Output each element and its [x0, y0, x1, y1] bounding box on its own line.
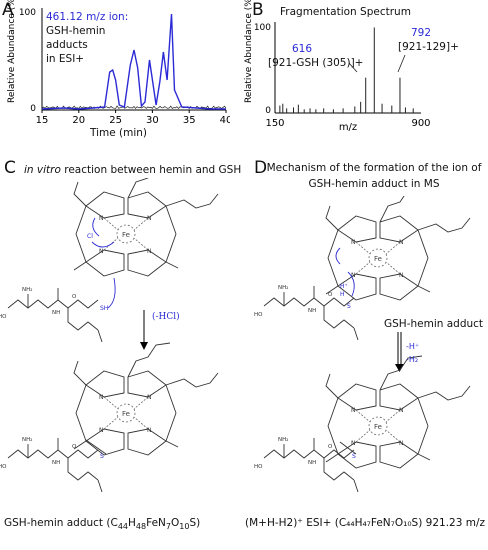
panel-a-ylabel: Relative Abundance (%) [7, 0, 17, 103]
panel-d-ion-gsh [253, 436, 359, 493]
panel-a-xtick-label: 30 [146, 115, 159, 125]
svg-text:S: S [347, 303, 351, 310]
panel-c-reagent: (-HCl) [152, 312, 180, 322]
svg-text:S: S [352, 453, 356, 460]
panel-a-ytick-top: 100 [19, 8, 36, 18]
panel-d-reagent-top: -H⁺ [406, 342, 420, 351]
panel-d-adduct-label: GSH-hemin adduct [384, 318, 484, 330]
panel-a-legend-line4: in ESI+ [46, 53, 85, 65]
panel-a-ytick-bottom: 0 [30, 104, 36, 114]
panel-b-xtick-150: 150 [265, 118, 284, 129]
ms-spectrum-chart: Relative Abundance (%) 100 0 150 900 m/z [244, 0, 431, 133]
svg-text:Cl: Cl [87, 233, 93, 240]
panel-b-ytick-top: 100 [254, 23, 271, 33]
panel-a-xtick-label: 40 [220, 115, 230, 125]
panel-b-title: Fragmentation Spectrum [280, 6, 411, 18]
panel-c-attack-arrow [107, 277, 116, 309]
panel-b-annotation-792-arrow [397, 54, 406, 73]
panel-d-title: Mechanism of the formation of the ion of… [262, 160, 486, 192]
panel-c-adduct-gsh [0, 436, 103, 493]
panel-b-annotation-616-value: 616 [292, 43, 313, 55]
panel-d-ion-porphyrin [325, 355, 471, 469]
svg-text:S: S [100, 453, 104, 460]
panel-d-electron-arrow [347, 271, 355, 297]
panel-c-hemin-structure [73, 178, 219, 277]
panel-a-legend-line3: adducts [46, 39, 88, 51]
panel-c-caption-formula: 44H48FeN7O10S) [117, 517, 201, 532]
panel-c-title-rest: reaction between hemin and GSH [60, 164, 242, 176]
panel-a-legend-line2: GSH-hemin [46, 25, 106, 37]
panel-c-title-italic: in vitro [24, 164, 61, 176]
formula-part: 44 [117, 522, 129, 532]
panel-c-caption-prefix: GSH-hemin adduct (C [4, 517, 118, 529]
panel-c-reaction-scheme: Fe N N N N NH₂ [0, 178, 219, 493]
panel-c-letter: C [4, 158, 16, 178]
panel-b-annotation-792-label: [921-129]+ [398, 41, 459, 53]
panel-a-legend-line1: 461.12 m/z ion: [46, 11, 129, 23]
panel-b-xlabel: m/z [339, 122, 357, 133]
panel-a-xtick-label: 15 [36, 115, 49, 125]
formula-part: H [128, 517, 136, 529]
panel-b-peaks [279, 27, 414, 113]
panel-b-annotation-616-arrow [348, 62, 358, 73]
panel-b-xtick-900: 900 [411, 118, 430, 129]
panel-b-ytick-bottom: 0 [265, 106, 271, 116]
panel-c-adduct-porphyrin [73, 342, 219, 456]
svg-text:H: H [340, 291, 345, 298]
formula-part: 7 [165, 522, 171, 532]
formula-part: 48 [135, 522, 147, 532]
formula-part: S) [189, 517, 201, 529]
panel-a-letter: A [2, 0, 14, 20]
panel-d-title-line2: GSH-hemin adduct in MS [308, 178, 440, 190]
panel-c-caption: GSH-hemin adduct (C44H48FeN7O10S) [4, 517, 200, 531]
panel-b-letter: B [252, 0, 264, 20]
panel-a-series-line [41, 13, 226, 110]
panel-c-electron-arrow [91, 241, 115, 248]
panel-c-title: in vitro reaction between hemin and GSH [24, 164, 241, 176]
panel-b-annotation-616-label: [921-GSH (305)]+ [268, 57, 364, 69]
panel-a-xtick-label: 35 [183, 115, 196, 125]
svg-text:SH: SH [100, 305, 108, 312]
panel-b-ylabel: Relative Abundance (%) [244, 0, 254, 103]
formula-part: O [170, 517, 180, 529]
panel-d-mechanism-scheme: H⁺ H S S [253, 196, 471, 493]
panel-d-title-line1: Mechanism of the formation of the ion of [266, 162, 482, 174]
panel-b-annotation-792-value: 792 [411, 27, 432, 39]
panel-a-xlabel: Time (min) [90, 127, 148, 139]
panel-d-letter: D [254, 158, 268, 178]
formula-part: 10 [179, 522, 190, 532]
chromatogram-chart: Relative Abundance (%) 100 0 15 20 25 30 35 4… [7, 0, 230, 125]
panel-a-xtick-label: 25 [109, 115, 122, 125]
panel-c-gsh-structure [0, 286, 103, 343]
panel-d-caption: (M+H-H2)⁺ ESI+ (C₄₄H₄₇FeN₇O₁₀S) 921.23 m… [245, 517, 486, 529]
panel-a-x-ticks: 15 20 25 30 35 40 [36, 110, 230, 125]
svg-text:H⁺: H⁺ [340, 283, 348, 290]
panel-d-reagent-bottom: -H₂ [406, 355, 419, 364]
formula-part: FeN [146, 517, 166, 529]
panel-a-xtick-label: 20 [72, 115, 85, 125]
